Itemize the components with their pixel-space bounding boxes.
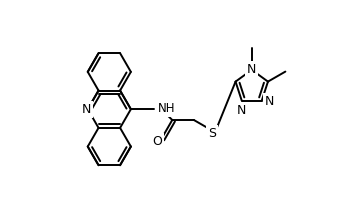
Text: N: N (236, 104, 246, 117)
Text: NH: NH (158, 102, 176, 115)
Text: O: O (153, 135, 163, 148)
Text: N: N (265, 95, 274, 108)
Text: N: N (247, 62, 256, 76)
Text: N: N (82, 103, 91, 116)
Text: S: S (208, 127, 216, 140)
